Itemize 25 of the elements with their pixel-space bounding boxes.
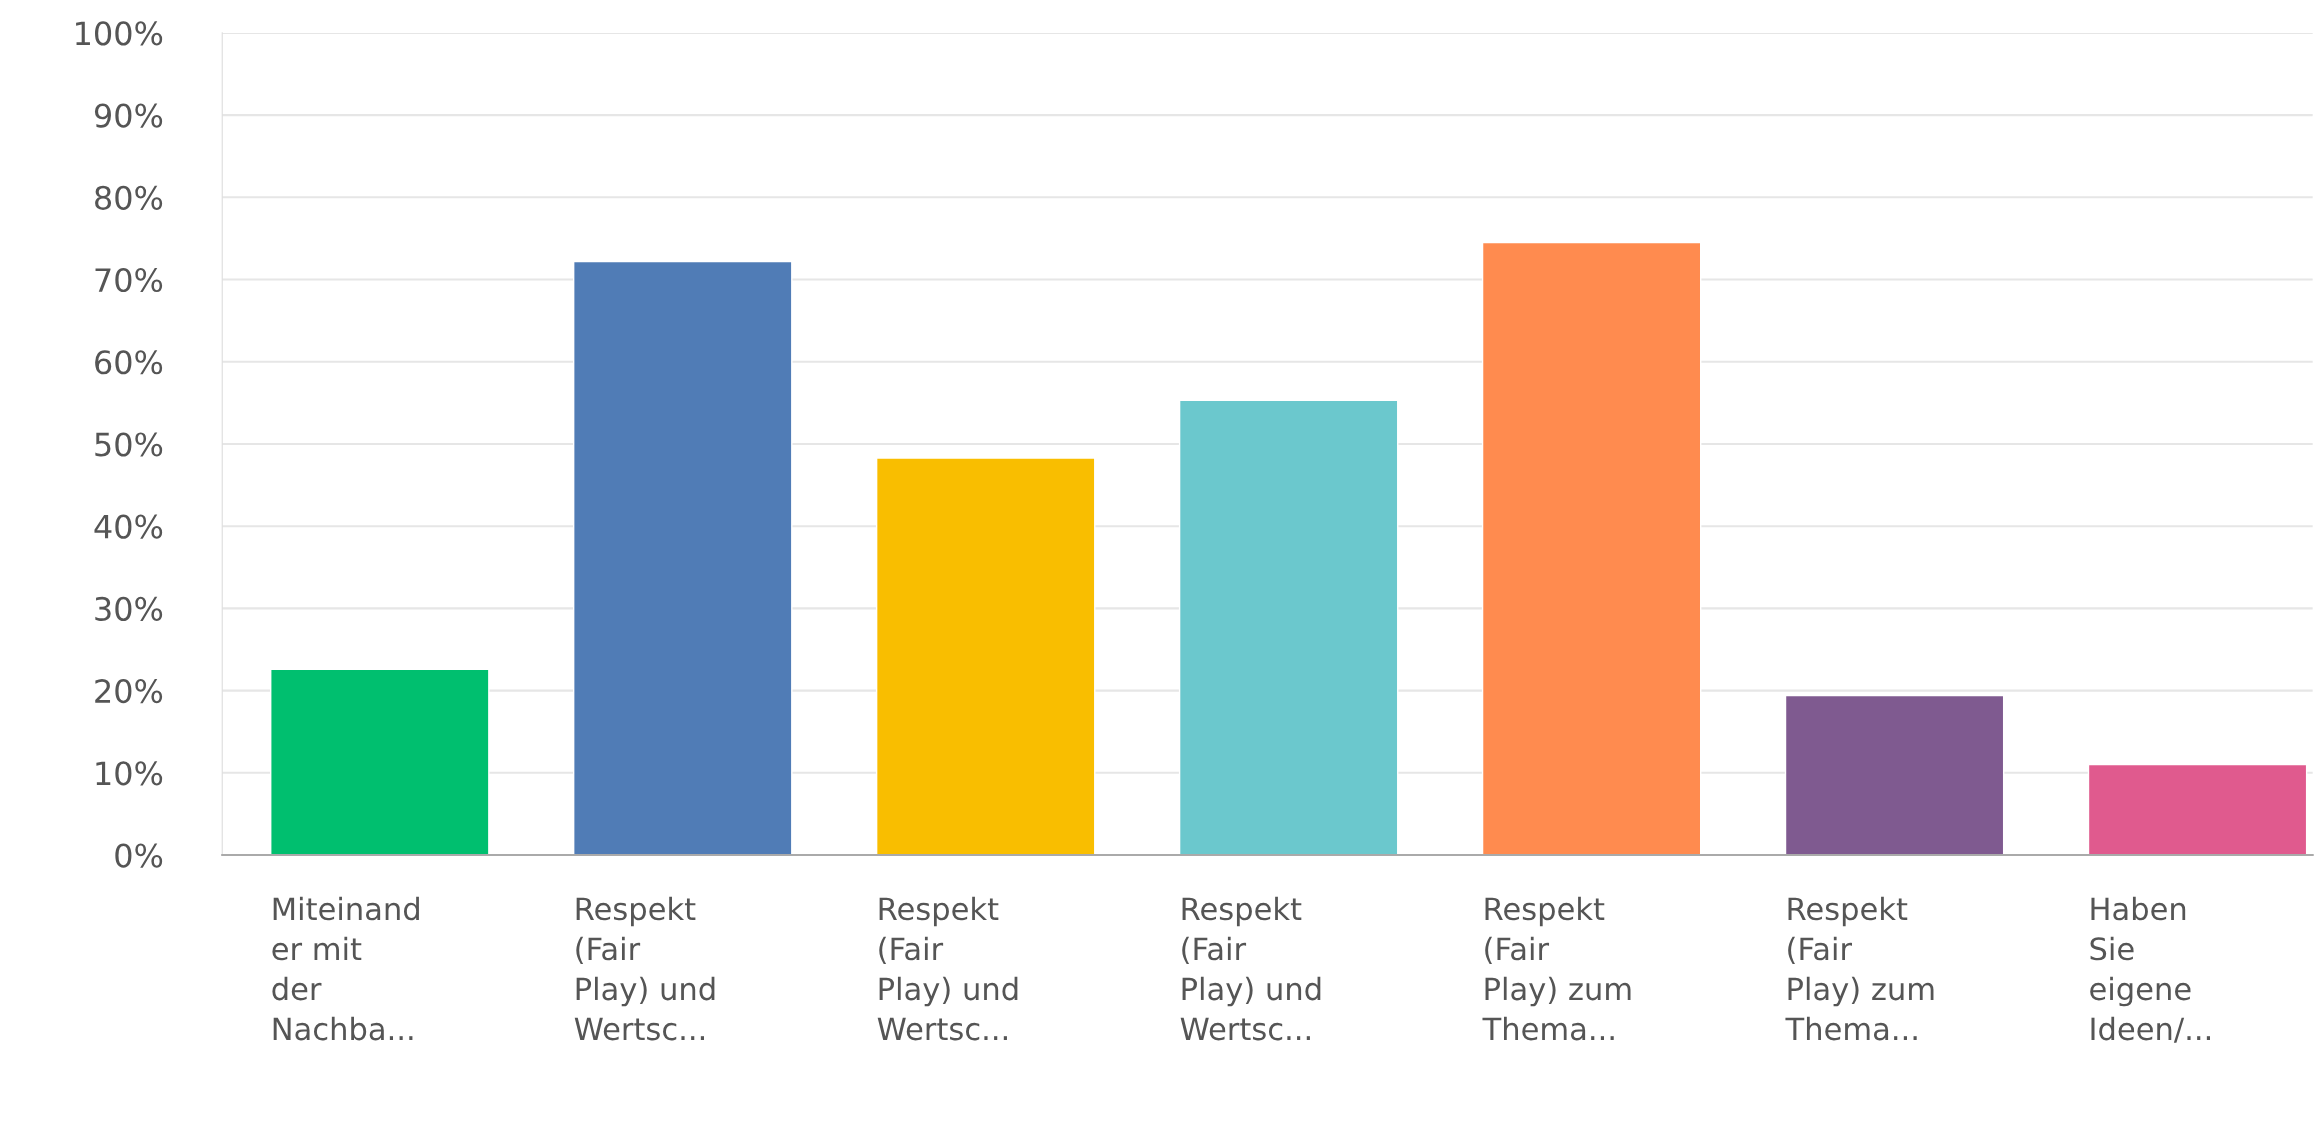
y-tick-label: 30% — [95, 596, 163, 621]
y-tick-label: 100% — [76, 21, 163, 46]
x-tick-label: Respekt (Fair Play) zum Thema... — [1785, 896, 1934, 1041]
y-tick-label: 70% — [95, 267, 163, 293]
x-tick-label: Miteinand er mit der Nachba... — [272, 896, 419, 1041]
y-tick-label: 40% — [94, 514, 163, 539]
y-tick-label: 10% — [96, 761, 163, 786]
bar — [875, 457, 1096, 856]
bar — [1481, 241, 1702, 856]
y-tick-label: 0% — [115, 843, 163, 868]
x-tick-label: Respekt (Fair Play) und Wertsc... — [574, 896, 715, 1041]
y-tick-label: 80% — [95, 185, 163, 210]
bar — [572, 260, 793, 856]
x-tick-label: Respekt (Fair Play) zum Thema... — [1482, 896, 1631, 1041]
bar — [1178, 399, 1399, 856]
x-tick-label: Respekt (Fair Play) und Wertsc... — [877, 896, 1018, 1041]
y-tick-label: 90% — [94, 103, 163, 128]
bar — [2087, 763, 2308, 856]
x-tick-label: Haben Sie eigene Ideen/... — [2090, 896, 2210, 1043]
bar — [270, 668, 490, 856]
bar — [1784, 694, 2005, 856]
y-tick-label: 60% — [95, 350, 163, 375]
x-tick-label: Respekt (Fair Play) und Wertsc... — [1180, 896, 1321, 1041]
y-tick-label: 50% — [95, 432, 163, 457]
y-tick-label: 20% — [95, 679, 163, 704]
